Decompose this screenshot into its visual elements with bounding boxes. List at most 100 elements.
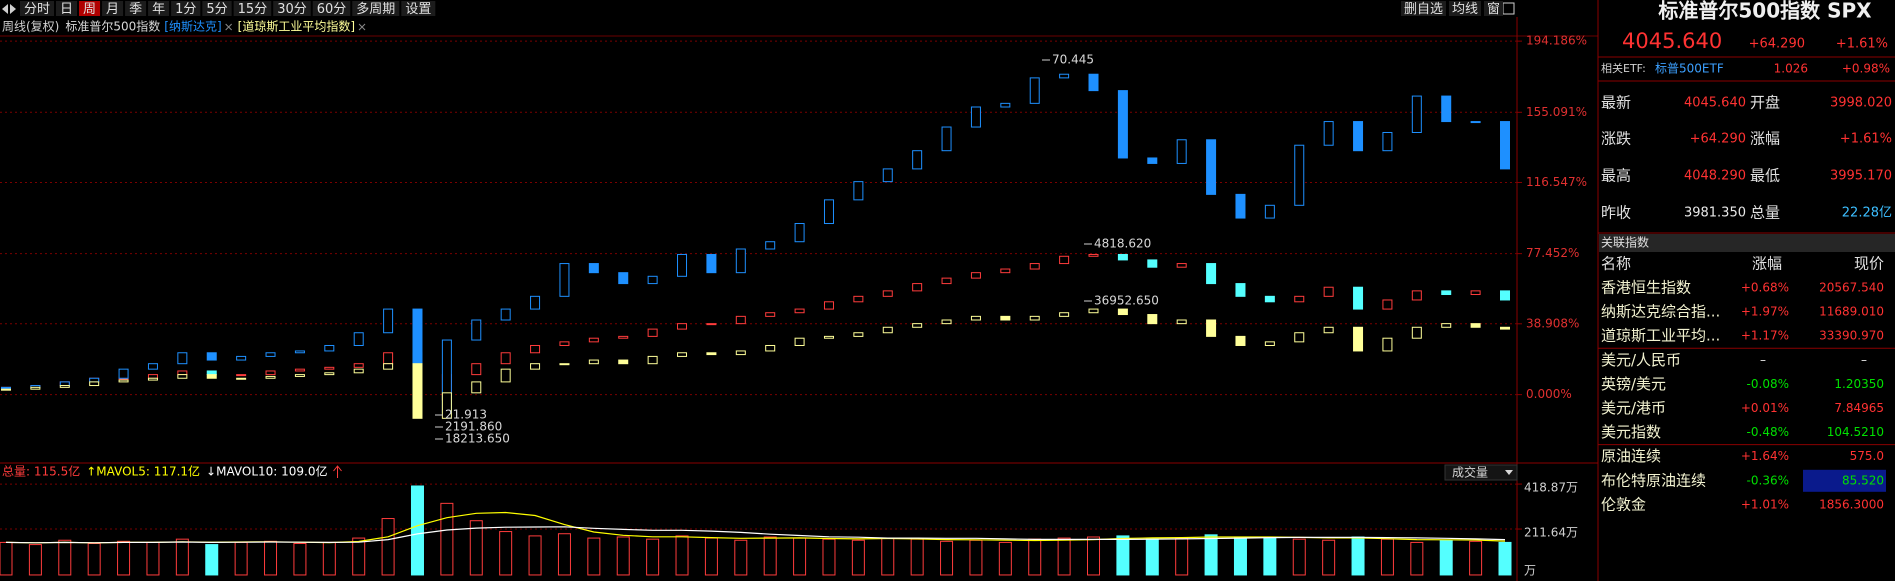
- candle: [588, 337, 599, 343]
- period-label[interactable]: 年: [152, 2, 165, 17]
- candle: [500, 368, 511, 383]
- toolbar-action[interactable]: 均线: [1452, 2, 1478, 17]
- series-tab[interactable]: 标准普尔500指数: [65, 19, 160, 34]
- period-button[interactable]: [401, 1, 436, 16]
- related-price: 1.20350: [1834, 377, 1884, 391]
- selected-cell-bg: [1803, 469, 1886, 492]
- related-change: –: [1760, 353, 1766, 367]
- series-tab[interactable]: [道琼斯工业平均指数]: [238, 19, 355, 34]
- period-label[interactable]: 5分: [206, 2, 227, 17]
- candle: [1353, 121, 1364, 152]
- period-label[interactable]: 设置: [405, 2, 431, 17]
- related-name[interactable]: 原油连续: [1601, 447, 1661, 465]
- period-button[interactable]: [273, 1, 311, 16]
- period-label[interactable]: 月: [106, 2, 119, 17]
- candle: [853, 181, 864, 201]
- related-name[interactable]: 伦敦金: [1601, 495, 1646, 513]
- period-button[interactable]: [352, 1, 400, 16]
- tab-close-icon[interactable]: [225, 23, 233, 31]
- quote-panel: 标准普尔500指数 SPX 4045.640 +64.290 +1.61% 相关ETF:…: [1598, 0, 1895, 513]
- nav-prev-icon[interactable]: [2, 4, 8, 14]
- toolbar: 分时日周月季年 1分 5分 15分 30分 60分 多周期 设置 窗均线删自选: [20, 1, 1515, 17]
- related-change: +1.64%: [1741, 449, 1789, 463]
- period-button[interactable]: [202, 1, 232, 16]
- related-name[interactable]: 香港恒生指数: [1601, 279, 1691, 297]
- candle: [353, 332, 364, 346]
- series-tab[interactable]: [纳斯达克]: [164, 20, 221, 34]
- tab-close-icon[interactable]: [358, 23, 366, 31]
- y-tick-label: 211.64万: [1524, 526, 1578, 540]
- volume-bar: [1057, 537, 1071, 576]
- field-value: 3995.170: [1830, 169, 1892, 184]
- indicator-selector[interactable]: [1444, 464, 1518, 481]
- indicator-selector-label[interactable]: 成交量: [1452, 465, 1488, 480]
- volume-bar: [734, 539, 748, 576]
- toolbar-action[interactable]: 删自选: [1404, 2, 1443, 17]
- related-name[interactable]: 美元/港币: [1601, 399, 1666, 417]
- related-name[interactable]: 道琼斯工业平均...: [1601, 327, 1720, 345]
- volume-bar: [146, 541, 160, 576]
- related-price: 575.0: [1850, 449, 1884, 463]
- period-button[interactable]: [79, 1, 101, 16]
- candle: [147, 377, 158, 381]
- period-label[interactable]: 30分: [277, 2, 307, 17]
- candle: [941, 126, 952, 152]
- volume-bar: [264, 540, 278, 576]
- candle: [1411, 326, 1422, 339]
- volume-bar: [1498, 541, 1512, 576]
- toolbar-action-bg[interactable]: [1483, 1, 1503, 16]
- y-tick-label: 116.547%: [1526, 175, 1587, 189]
- related-price: 85.520: [1842, 473, 1884, 487]
- field-label: 最高: [1601, 167, 1631, 185]
- volume-bar: [1469, 540, 1483, 576]
- period-label[interactable]: 1分: [175, 2, 196, 17]
- period-button[interactable]: [148, 1, 170, 16]
- period-label[interactable]: 分时: [24, 2, 50, 17]
- candle: [530, 344, 541, 354]
- related-name[interactable]: 纳斯达克综合指...: [1601, 303, 1720, 321]
- toolbar-action-bg[interactable]: [1448, 1, 1481, 16]
- period-button[interactable]: [102, 1, 124, 16]
- candle: [1382, 337, 1393, 352]
- period-label[interactable]: 季: [129, 2, 142, 17]
- period-label[interactable]: 多周期: [356, 1, 395, 17]
- candle: [618, 359, 629, 365]
- candle: [559, 263, 570, 297]
- candle: [500, 308, 511, 321]
- volume-legend: ↑MAVOL5: 117.1亿: [86, 464, 200, 479]
- related-name[interactable]: 美元/人民币: [1601, 351, 1681, 369]
- period-label[interactable]: 15分: [238, 2, 268, 17]
- candle: [1294, 144, 1305, 206]
- candle: [970, 315, 981, 321]
- moving-average-line: [5, 526, 1506, 544]
- candle: [735, 248, 746, 274]
- period-label[interactable]: 周: [83, 2, 96, 17]
- etf-price: 1.026: [1774, 62, 1808, 76]
- period-button[interactable]: [56, 1, 78, 16]
- etf-name[interactable]: 标普500ETF: [1655, 62, 1724, 76]
- toolbar-action[interactable]: 窗: [1487, 1, 1500, 17]
- nav-next-icon[interactable]: [10, 4, 16, 14]
- period-button[interactable]: [20, 1, 55, 16]
- period-button[interactable]: [171, 1, 201, 16]
- period-button[interactable]: [125, 1, 147, 16]
- field-value: +1.61%: [1840, 132, 1892, 147]
- related-name[interactable]: 英镑/美元: [1601, 375, 1666, 393]
- candle: [1088, 73, 1099, 92]
- dropdown-arrow[interactable]: [1505, 470, 1513, 475]
- field-value: 4048.290: [1684, 169, 1746, 184]
- related-name[interactable]: 布伦特原油连续: [1601, 471, 1706, 489]
- candle: [294, 368, 305, 372]
- candle: [882, 168, 893, 183]
- candle: [383, 352, 394, 365]
- period-label[interactable]: 日: [60, 2, 73, 17]
- candle: [1264, 341, 1275, 346]
- period-button[interactable]: [233, 1, 272, 16]
- related-name[interactable]: 美元指数: [1601, 423, 1661, 441]
- candle: [588, 263, 599, 274]
- volume-bar: [646, 538, 660, 576]
- toolbar-action-bg[interactable]: [1400, 1, 1446, 16]
- period-label[interactable]: 60分: [317, 2, 347, 17]
- period-button[interactable]: [312, 1, 351, 16]
- candle: [118, 368, 129, 379]
